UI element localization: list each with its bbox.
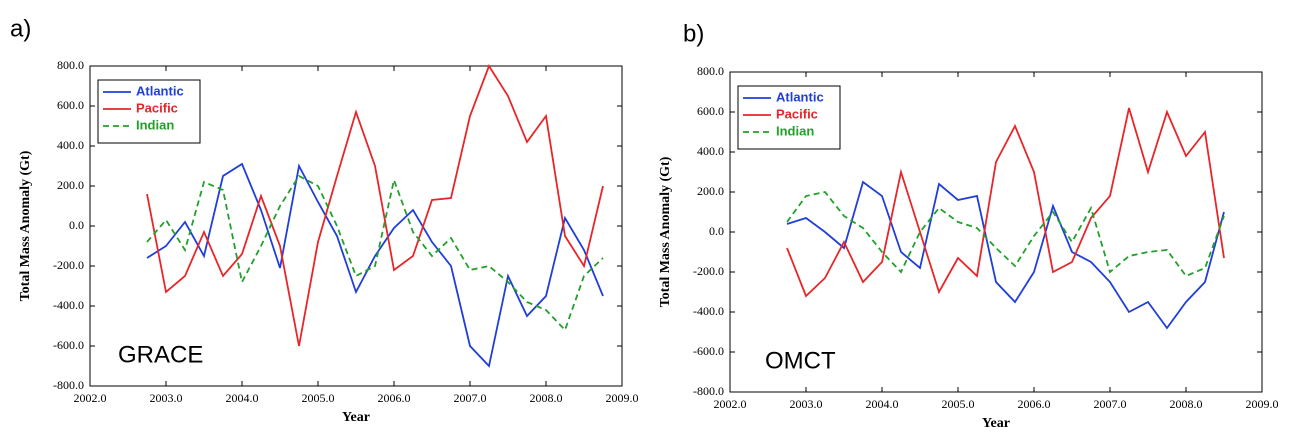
legend-label: Indian <box>776 123 814 138</box>
annotation: GRACE <box>118 341 203 368</box>
x-tick-label: 2009.0 <box>1246 397 1279 411</box>
legend-label: Pacific <box>776 106 818 121</box>
y-tick-label: 600.0 <box>57 98 84 112</box>
series-line <box>786 191 1225 278</box>
legend-label: Pacific <box>136 100 178 115</box>
x-tick-label: 2002.0 <box>74 391 107 405</box>
y-tick-label: -200.0 <box>693 264 724 278</box>
y-tick-label: 200.0 <box>57 178 84 192</box>
legend-box <box>97 79 201 144</box>
y-tick-label: 0.0 <box>69 218 84 232</box>
series-line <box>786 180 1225 330</box>
y-tick-label: -400.0 <box>53 298 84 312</box>
x-tick-label: 2007.0 <box>454 391 487 405</box>
x-tick-label: 2007.0 <box>1094 397 1127 411</box>
x-axis-label: Year <box>342 410 370 425</box>
legend-label: Atlantic <box>136 83 184 98</box>
y-tick-label: 400.0 <box>697 144 724 158</box>
legend-box <box>737 85 841 150</box>
panel-label: a) <box>10 15 31 42</box>
y-tick-label: -800.0 <box>53 378 84 392</box>
x-tick-label: 2006.0 <box>378 391 411 405</box>
y-axis-label: Total Mass Anomaly (Gt) <box>18 150 33 301</box>
x-tick-label: 2003.0 <box>150 391 183 405</box>
x-tick-label: 2005.0 <box>302 391 335 405</box>
y-tick-label: 200.0 <box>697 184 724 198</box>
series-line <box>786 107 1225 298</box>
panel-label: b) <box>683 20 704 47</box>
y-tick-label: -800.0 <box>693 384 724 398</box>
y-tick-label: -600.0 <box>693 344 724 358</box>
y-tick-label: 800.0 <box>57 58 84 72</box>
x-tick-label: 2003.0 <box>790 397 823 411</box>
x-tick-label: 2009.0 <box>606 391 639 405</box>
y-axis-label: Total Mass Anomaly (Gt) <box>658 156 673 307</box>
y-tick-label: -400.0 <box>693 304 724 318</box>
x-tick-label: 2008.0 <box>530 391 563 405</box>
y-tick-label: 800.0 <box>697 64 724 78</box>
y-tick-label: 0.0 <box>709 224 724 238</box>
series-line <box>146 63 604 347</box>
x-axis-label: Year <box>982 416 1010 431</box>
legend-label: Indian <box>136 117 174 132</box>
y-tick-label: 400.0 <box>57 138 84 152</box>
x-tick-label: 2008.0 <box>1170 397 1203 411</box>
x-tick-label: 2002.0 <box>714 397 747 411</box>
x-tick-label: 2005.0 <box>942 397 975 411</box>
series-line <box>146 174 604 332</box>
series-line <box>146 162 604 368</box>
x-tick-label: 2006.0 <box>1018 397 1051 411</box>
y-tick-label: 600.0 <box>697 104 724 118</box>
y-tick-label: -600.0 <box>53 338 84 352</box>
x-tick-label: 2004.0 <box>226 391 259 405</box>
annotation: OMCT <box>765 347 836 374</box>
legend-label: Atlantic <box>776 89 824 104</box>
y-tick-label: -200.0 <box>53 258 84 272</box>
x-tick-label: 2004.0 <box>866 397 899 411</box>
